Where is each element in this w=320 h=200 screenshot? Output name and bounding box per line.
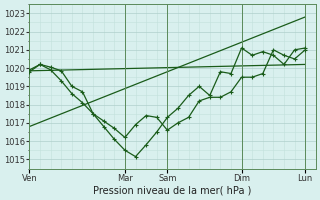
X-axis label: Pression niveau de la mer( hPa ): Pression niveau de la mer( hPa ) [93, 186, 252, 196]
